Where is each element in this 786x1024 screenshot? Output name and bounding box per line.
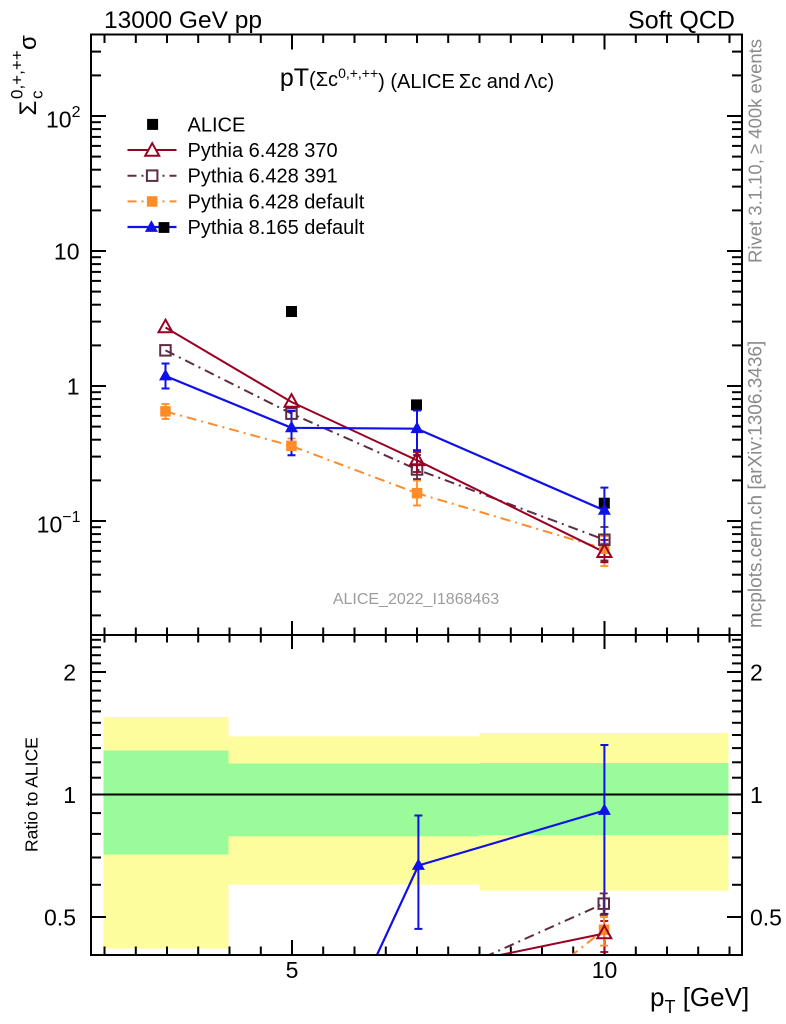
svg-text:10: 10 [54,238,80,264]
svg-text:1: 1 [63,782,76,808]
svg-text:Σ: Σ [15,101,42,116]
svg-text:10: 10 [592,957,618,983]
svg-text:Ratio to ALICE: Ratio to ALICE [22,737,42,852]
svg-text:Rivet 3.1.10, ≥ 400k events: Rivet 3.1.10, ≥ 400k events [745,39,766,263]
svg-text:mcplots.cern.ch [arXiv:1306.34: mcplots.cern.ch [arXiv:1306.3436] [746,341,767,628]
svg-text:σ: σ [15,35,42,50]
svg-text:1: 1 [750,782,763,808]
svg-text:Pythia 8.165 default: Pythia 8.165 default [188,217,365,239]
svg-text:Soft QCD: Soft QCD [628,7,735,35]
svg-text:Pythia 6.428 370: Pythia 6.428 370 [188,140,338,162]
svg-text:2: 2 [750,659,763,685]
svg-text:0.5: 0.5 [750,904,782,930]
svg-text:5: 5 [286,957,299,983]
svg-text:13000 GeV pp: 13000 GeV pp [104,7,262,34]
svg-text:c: c [28,90,47,99]
svg-text:ALICE: ALICE [188,114,246,136]
svg-text:0,+,++: 0,+,++ [8,50,27,99]
svg-text:Pythia 6.428 default: Pythia 6.428 default [188,191,365,213]
svg-text:Pythia 6.428 391: Pythia 6.428 391 [188,166,338,188]
svg-text:ALICE_2022_I1868463: ALICE_2022_I1868463 [333,591,499,608]
svg-text:1: 1 [67,373,80,399]
svg-text:0.5: 0.5 [44,904,76,930]
svg-text:10−1: 10−1 [37,509,81,538]
svg-text:2: 2 [63,659,76,685]
